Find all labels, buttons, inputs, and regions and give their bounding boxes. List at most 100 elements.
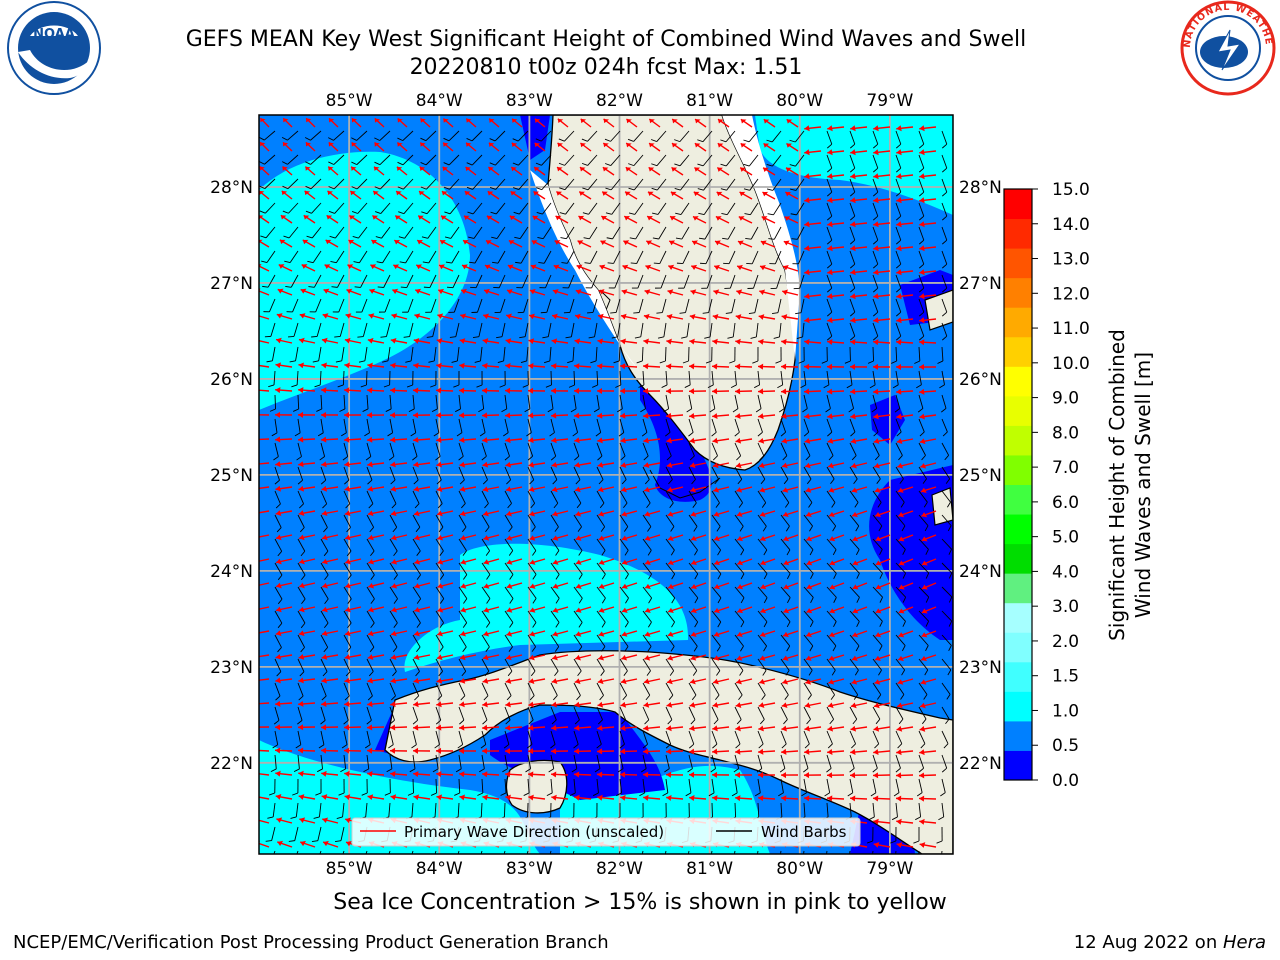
wave-arrow-head xyxy=(645,583,651,590)
wind-barb-flag xyxy=(329,235,336,239)
wave-arrow-head xyxy=(413,794,420,801)
wind-barb-shaft xyxy=(481,514,490,528)
wind-barb-shaft xyxy=(849,490,859,503)
wave-arrow-head xyxy=(850,221,856,228)
wind-barb-flag xyxy=(288,840,295,842)
wave-arrow-head xyxy=(344,630,351,637)
wind-barb-shaft xyxy=(941,490,951,503)
wave-arrow-head xyxy=(670,216,676,221)
wave-arrow-head xyxy=(482,771,488,778)
wind-barb-flag xyxy=(259,136,265,141)
wind-barb-flag xyxy=(449,336,456,338)
wave-arrow-head xyxy=(345,582,352,589)
wave-arrow-head xyxy=(898,560,905,566)
wind-barb-flag xyxy=(561,262,568,264)
wind-barb-flag xyxy=(601,573,606,580)
wind-barb-shaft xyxy=(849,610,860,622)
wind-barb-flag xyxy=(387,432,393,437)
wind-barb-flag xyxy=(826,239,833,245)
wind-barb-shaft xyxy=(619,538,629,551)
wind-barb-shaft xyxy=(757,418,763,433)
wave-arrow-head xyxy=(252,701,257,707)
wind-barb-shaft xyxy=(734,562,745,575)
wind-barb-shaft xyxy=(550,514,559,528)
wave-arrow-head xyxy=(643,748,649,755)
wind-barb-shaft xyxy=(573,778,576,793)
wave-arrow-head xyxy=(413,510,420,517)
wind-barb-shaft xyxy=(657,178,667,191)
wind-barb-shaft xyxy=(826,394,831,409)
wave-arrow-head xyxy=(598,289,605,295)
wave-arrow-head xyxy=(436,437,442,443)
wind-barb-shaft xyxy=(264,130,276,141)
wind-barb-flag xyxy=(460,695,466,701)
wind-barb-shaft xyxy=(320,466,327,481)
wind-barb-flag xyxy=(542,336,549,339)
wind-barb-flag xyxy=(320,720,326,725)
colorbar-tick-label: 10.0 xyxy=(1052,354,1090,374)
wind-barb-flag xyxy=(300,622,306,629)
wave-arrow-head xyxy=(505,794,511,801)
wind-barb-shaft xyxy=(542,202,552,215)
wind-barb-shaft xyxy=(458,418,463,433)
wave-arrow-head xyxy=(643,678,650,685)
wind-barb-flag xyxy=(872,167,879,173)
wind-barb-flag xyxy=(647,621,652,628)
wind-barb-flag xyxy=(826,335,833,341)
wind-barb-shaft xyxy=(596,754,601,769)
wave-arrow-head xyxy=(921,632,928,638)
wave-arrow-head xyxy=(506,559,513,565)
wind-barb-flag xyxy=(481,455,487,461)
wave-arrow-head xyxy=(873,149,879,156)
wind-barb-shaft xyxy=(297,730,302,745)
wave-arrow-head xyxy=(301,264,308,269)
wind-barb-shaft xyxy=(288,226,299,239)
wave-arrow-head xyxy=(551,437,557,444)
wind-barb-flag xyxy=(892,384,899,389)
wave-arrow-head xyxy=(461,288,467,295)
wind-barb-shaft xyxy=(872,586,883,598)
wind-barb-flag xyxy=(576,695,581,701)
wind-barb-shaft xyxy=(941,322,948,337)
wave-arrow-head xyxy=(715,240,721,246)
wind-barb-flag xyxy=(651,187,658,191)
wind-barb-flag xyxy=(317,432,324,437)
wind-barb-flag xyxy=(652,237,659,240)
wave-arrow-head xyxy=(414,559,421,565)
wind-barb-shaft xyxy=(918,346,921,362)
wave-arrow-head xyxy=(781,795,787,802)
wind-barb-shaft xyxy=(773,226,782,240)
wave-arrow-head xyxy=(897,487,904,493)
wind-barb-shaft xyxy=(617,322,621,337)
wind-barb-shaft xyxy=(320,586,329,600)
wind-barb-flag xyxy=(277,622,283,629)
wind-barb-shaft xyxy=(826,634,837,647)
wind-barb-shaft xyxy=(611,202,621,215)
wind-barb-shaft xyxy=(895,658,905,671)
wind-barb-flag xyxy=(694,573,699,580)
wind-barb-flag xyxy=(506,479,511,485)
wave-arrow-head xyxy=(689,725,695,732)
wind-barb-shaft xyxy=(757,586,768,598)
wave-arrow-head xyxy=(919,339,925,346)
wave-arrow-head xyxy=(505,678,512,684)
wind-barb-flag xyxy=(830,694,835,700)
wind-barb-shaft xyxy=(573,394,577,409)
wind-barb-shaft xyxy=(519,226,529,239)
wind-barb-flag xyxy=(740,549,745,556)
wind-barb-flag xyxy=(505,719,511,725)
wind-barb-shaft xyxy=(320,562,329,576)
wind-barb-flag xyxy=(946,501,951,508)
wave-arrow-head xyxy=(620,794,626,801)
wind-barb-shaft xyxy=(272,802,276,817)
wave-arrow-head xyxy=(850,245,856,252)
wave-arrow-head xyxy=(551,748,557,755)
wind-barb-flag xyxy=(397,137,404,142)
wave-arrow-head xyxy=(459,724,465,731)
lon-tick-label: 83°W xyxy=(506,859,553,879)
wind-barb-flag xyxy=(897,743,903,749)
wave-arrow-head xyxy=(283,118,289,123)
wind-barb-flag xyxy=(827,743,833,749)
wind-barb-flag xyxy=(489,138,496,142)
wind-barb-flag xyxy=(670,549,675,556)
